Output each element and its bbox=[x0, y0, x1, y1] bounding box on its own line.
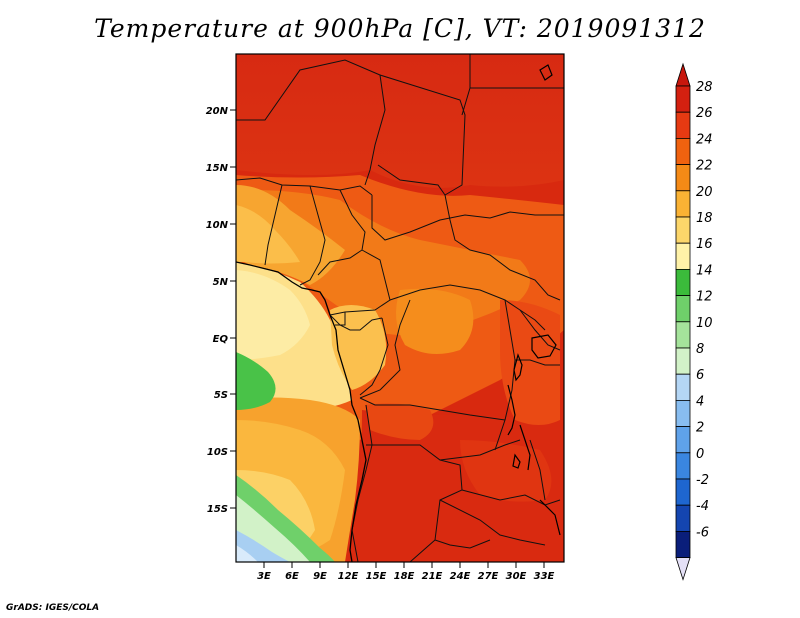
lon-label: 27E bbox=[478, 571, 499, 582]
colorbar-swatch bbox=[675, 216, 691, 244]
colorbar-top-arrow bbox=[675, 62, 691, 87]
colorbar-swatch bbox=[675, 190, 691, 218]
colorbar-swatch bbox=[675, 531, 691, 559]
colorbar-label: 26 bbox=[696, 106, 713, 121]
colorbar-bottom-arrow bbox=[675, 557, 691, 581]
coastline bbox=[236, 261, 367, 562]
colorbar-swatch bbox=[675, 268, 691, 296]
lon-label: 12E bbox=[338, 571, 359, 582]
colorbar-label: -4 bbox=[696, 499, 709, 514]
colorbar-label: 16 bbox=[696, 237, 713, 252]
colorbar-label: 18 bbox=[696, 211, 713, 226]
map-frame bbox=[235, 53, 565, 563]
grads-credit: GrADS: IGES/COLA bbox=[6, 603, 100, 613]
lon-label: 9E bbox=[313, 571, 327, 582]
colorbar-label: 12 bbox=[696, 290, 713, 305]
lon-label: 6E bbox=[285, 571, 299, 582]
colorbar-swatch bbox=[675, 295, 691, 323]
country-borders bbox=[236, 54, 564, 562]
latitude-axis: 20N 15N 10N 5N EQ 5S 10S 15S bbox=[206, 106, 236, 515]
colorbar-label: 8 bbox=[696, 342, 704, 357]
temperature-field bbox=[236, 54, 564, 562]
colorbar-label: 2 bbox=[696, 421, 704, 436]
colorbar-swatch bbox=[675, 137, 691, 165]
lon-label: 18E bbox=[394, 571, 415, 582]
lat-label: 10S bbox=[207, 447, 228, 458]
colorbar-swatch bbox=[675, 373, 691, 401]
colorbar-label: 20 bbox=[696, 185, 713, 200]
colorbar-label: 4 bbox=[696, 394, 704, 409]
lon-label: 33E bbox=[534, 571, 555, 582]
colorbar-label: -6 bbox=[696, 525, 709, 540]
colorbar-swatch bbox=[675, 164, 691, 192]
colorbar-label: 14 bbox=[696, 263, 713, 278]
colorbar-swatch bbox=[675, 426, 691, 454]
colorbar-label: 10 bbox=[696, 316, 713, 331]
colorbar-swatch bbox=[675, 321, 691, 349]
colorbar-swatch bbox=[675, 347, 691, 375]
lat-label: EQ bbox=[213, 334, 229, 345]
lat-label: 5S bbox=[214, 390, 228, 401]
colorbar-swatch bbox=[675, 478, 691, 506]
colorbar-label: 28 bbox=[696, 80, 713, 95]
longitude-axis: 3E 6E 9E 12E 15E 18E 21E 24E 27E 30E 33E bbox=[257, 562, 555, 582]
lat-label: 15N bbox=[206, 163, 229, 174]
colorbar-label: 24 bbox=[696, 132, 713, 147]
colorbar-label: 0 bbox=[696, 447, 704, 462]
lon-label: 30E bbox=[506, 571, 527, 582]
colorbar-label: -2 bbox=[696, 473, 709, 488]
lon-label: 21E bbox=[422, 571, 443, 582]
lat-label: 10N bbox=[206, 220, 229, 231]
colorbar-swatch bbox=[675, 85, 691, 113]
lon-label: 15E bbox=[366, 571, 387, 582]
lon-label: 3E bbox=[257, 571, 271, 582]
colorbar-swatch bbox=[675, 242, 691, 270]
colorbar-swatch bbox=[675, 111, 691, 139]
colorbar-swatch bbox=[675, 452, 691, 480]
map-title: Temperature at 900hPa [C], VT: 201909131… bbox=[94, 14, 706, 43]
lakes bbox=[507, 64, 561, 536]
lat-label: 5N bbox=[213, 277, 229, 288]
lat-label: 15S bbox=[207, 504, 228, 515]
colorbar-swatch bbox=[675, 504, 691, 532]
colorbar-label: 22 bbox=[696, 159, 713, 174]
colorbar-swatch bbox=[675, 399, 691, 427]
lon-label: 24E bbox=[450, 571, 471, 582]
colorbar-label: 6 bbox=[696, 368, 704, 383]
lat-label: 20N bbox=[206, 106, 229, 117]
